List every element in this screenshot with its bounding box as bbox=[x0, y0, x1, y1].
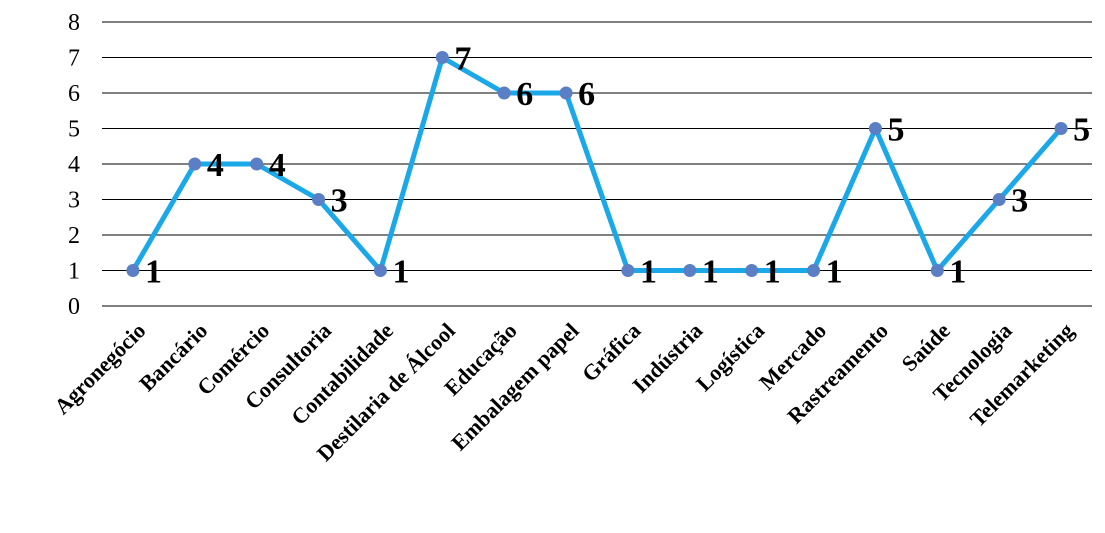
y-tick-label: 8 bbox=[68, 10, 80, 36]
data-point bbox=[312, 193, 326, 206]
data-label: 5 bbox=[887, 112, 904, 149]
y-axis-ticks: 0 1 2 3 4 5 6 7 8 bbox=[68, 10, 80, 320]
data-label: 5 bbox=[1073, 112, 1090, 149]
data-label: 1 bbox=[702, 254, 719, 291]
x-category-label: Saúde bbox=[897, 318, 955, 376]
y-tick-label: 0 bbox=[68, 294, 80, 320]
y-tick-label: 6 bbox=[68, 81, 80, 107]
y-tick-label: 7 bbox=[68, 46, 80, 72]
data-label: 3 bbox=[1011, 183, 1028, 220]
data-label: 1 bbox=[640, 254, 657, 291]
data-point bbox=[250, 157, 264, 171]
data-point bbox=[435, 51, 449, 64]
data-point bbox=[188, 157, 202, 171]
data-point bbox=[683, 264, 697, 277]
data-points bbox=[126, 51, 1068, 277]
x-category-label: Logística bbox=[691, 318, 769, 396]
data-point bbox=[559, 86, 573, 100]
data-label: 6 bbox=[516, 76, 533, 113]
data-label: 1 bbox=[145, 254, 162, 291]
data-point bbox=[992, 193, 1006, 206]
y-tick-label: 3 bbox=[68, 188, 80, 214]
data-point bbox=[373, 264, 387, 277]
y-tick-label: 5 bbox=[68, 117, 80, 143]
data-label: 7 bbox=[454, 41, 471, 78]
data-point bbox=[930, 264, 944, 277]
y-tick-label: 1 bbox=[68, 259, 80, 285]
series-line bbox=[130, 55, 1064, 273]
data-point bbox=[807, 264, 821, 277]
series-line-path bbox=[130, 55, 1064, 273]
data-label: 3 bbox=[331, 183, 348, 220]
data-label: 1 bbox=[826, 254, 843, 291]
x-category-label: Agronegócio bbox=[49, 318, 150, 419]
data-point bbox=[868, 122, 882, 135]
x-axis-categories: AgronegócioBancárioComércioConsultoriaCo… bbox=[49, 318, 1078, 466]
data-label: 4 bbox=[269, 147, 286, 184]
data-point bbox=[1054, 122, 1068, 135]
data-label: 1 bbox=[949, 254, 966, 291]
data-label: 4 bbox=[207, 147, 224, 184]
data-point bbox=[745, 264, 759, 277]
data-point bbox=[497, 86, 511, 100]
data-label: 1 bbox=[764, 254, 781, 291]
data-label: 6 bbox=[578, 76, 595, 113]
y-tick-label: 2 bbox=[68, 223, 80, 249]
data-point bbox=[126, 264, 140, 277]
data-label: 1 bbox=[392, 254, 409, 291]
data-labels: 1 4 4 3 1 7 6 6 1 1 1 1 5 1 3 5 bbox=[145, 41, 1090, 291]
data-point bbox=[621, 264, 635, 277]
y-tick-label: 4 bbox=[68, 152, 80, 178]
gridlines bbox=[102, 21, 1092, 307]
